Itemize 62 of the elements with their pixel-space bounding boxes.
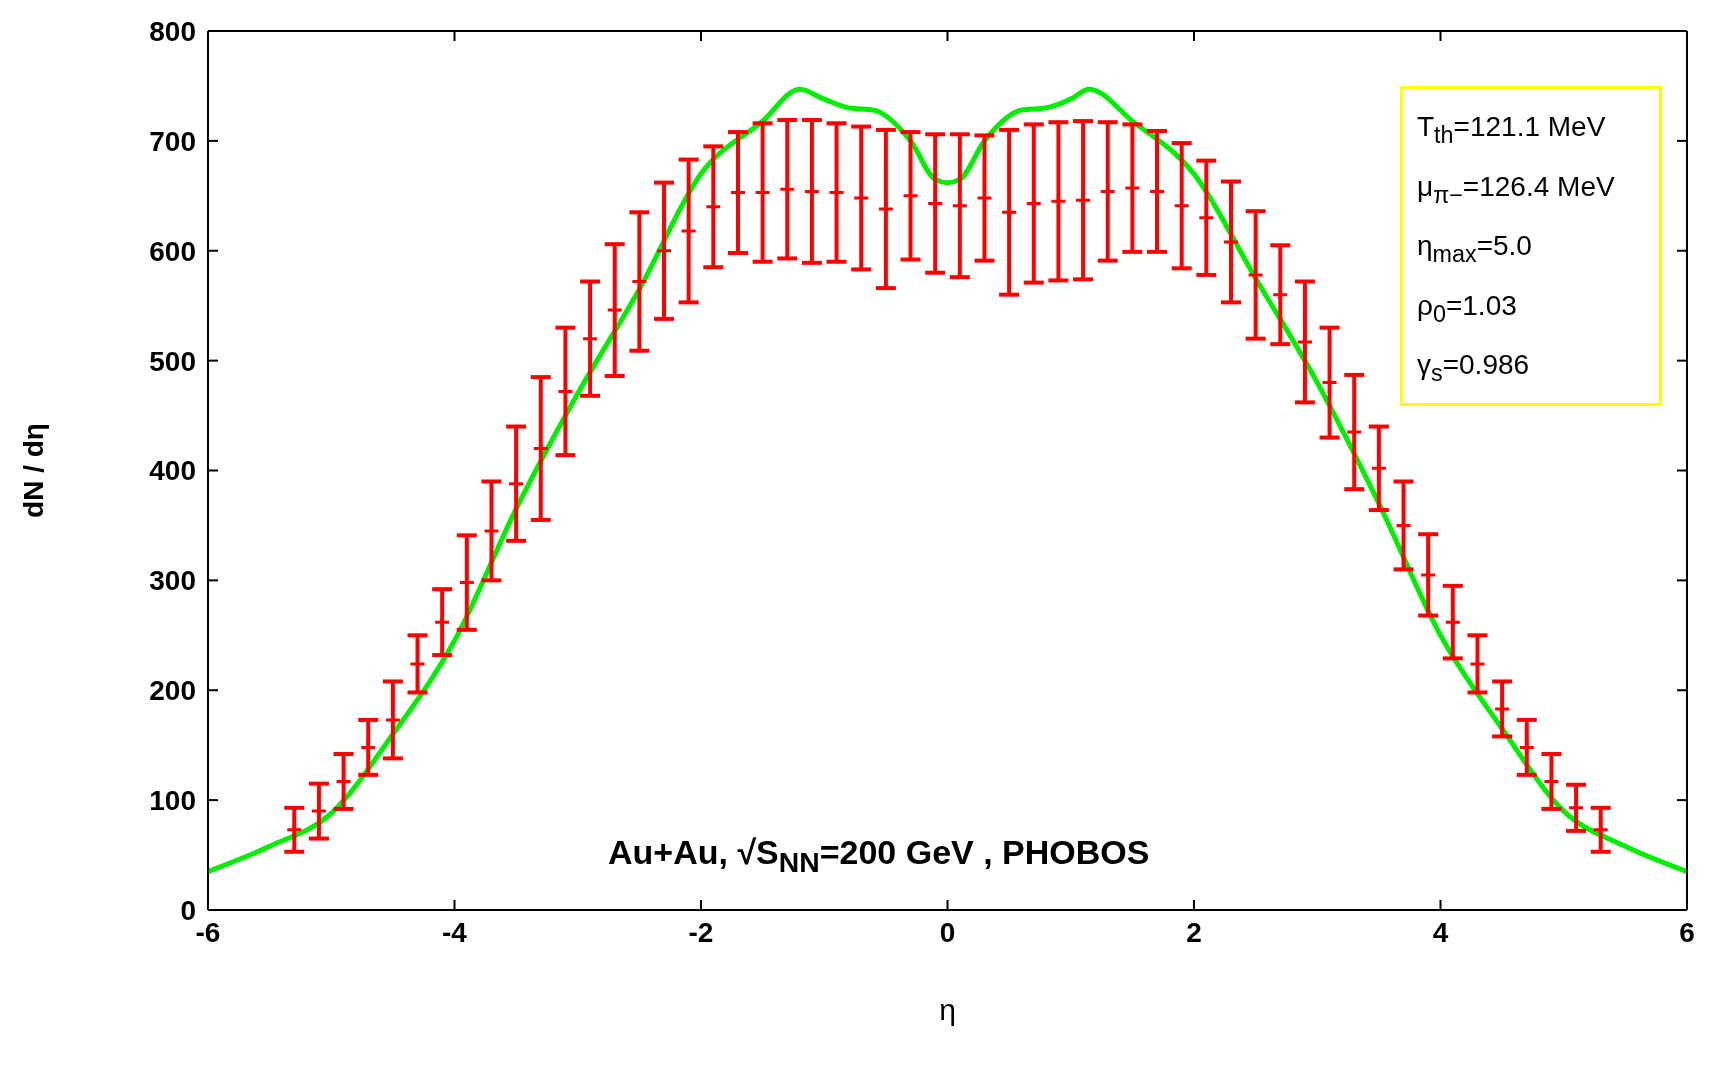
y-tick-label: 200 xyxy=(149,675,196,707)
point xyxy=(680,222,698,240)
annotation: μ$_{π−}$=126.4 MeV xyxy=(1417,169,1616,210)
point xyxy=(1518,738,1536,756)
point xyxy=(1099,182,1117,200)
point xyxy=(704,198,722,216)
x-tick-label: -2 xyxy=(688,916,714,948)
point xyxy=(1271,286,1289,304)
annotation: T$_{th}$=121.1 MeV xyxy=(1417,110,1607,150)
point xyxy=(458,574,476,592)
point xyxy=(310,802,328,820)
annotation: ρ$_{0}$=1.03 xyxy=(1417,288,1518,329)
point xyxy=(359,738,377,756)
point xyxy=(507,475,525,493)
point xyxy=(1567,799,1585,817)
annotation: η$_{max}$=5.0 xyxy=(1417,229,1533,269)
point xyxy=(1000,203,1018,221)
x-tick-label: -6 xyxy=(195,916,221,948)
point xyxy=(1173,197,1191,215)
y-tick-label: 600 xyxy=(149,235,196,267)
point xyxy=(1370,459,1388,477)
x-tick-label: 0 xyxy=(939,916,956,948)
point xyxy=(285,821,303,839)
annotation: Au+Au, √S$_{NN}$=200 GeV , PHOBOS xyxy=(608,833,1150,879)
point xyxy=(581,330,599,348)
point xyxy=(1049,192,1067,210)
y-tick-label: 700 xyxy=(149,125,196,157)
point xyxy=(1419,566,1437,584)
x-tick-label: 2 xyxy=(1186,916,1202,948)
point xyxy=(1025,195,1043,212)
point xyxy=(754,184,772,202)
x-tick-label: 6 xyxy=(1679,916,1695,948)
point xyxy=(1296,333,1314,351)
x-tick-label: 4 xyxy=(1432,916,1449,948)
y-tick-label: 400 xyxy=(149,455,196,487)
point xyxy=(951,197,969,215)
point xyxy=(1444,613,1462,631)
point xyxy=(630,273,648,291)
point xyxy=(1197,209,1215,227)
point xyxy=(433,613,451,631)
y-axis-title: dN / dη xyxy=(17,423,49,518)
point xyxy=(778,180,796,198)
point xyxy=(1123,179,1141,197)
point xyxy=(1345,423,1363,441)
y-tick-label: 300 xyxy=(149,565,196,597)
point xyxy=(606,301,624,319)
x-tick-label: -4 xyxy=(442,916,468,948)
point xyxy=(1493,700,1511,718)
annotation: γ$_{s}$=0.986 xyxy=(1417,348,1531,388)
point xyxy=(384,711,402,729)
point xyxy=(532,440,550,458)
point xyxy=(877,200,895,218)
y-tick-label: 100 xyxy=(149,785,196,817)
y-tick-label: 800 xyxy=(149,15,196,47)
y-tick-label: 0 xyxy=(180,894,196,926)
point xyxy=(1592,821,1610,839)
y-tick-label: 500 xyxy=(149,345,196,377)
x-axis-title: η xyxy=(939,993,956,1026)
point xyxy=(926,195,944,212)
point xyxy=(1074,191,1092,209)
point xyxy=(852,189,870,207)
point xyxy=(1247,266,1265,284)
